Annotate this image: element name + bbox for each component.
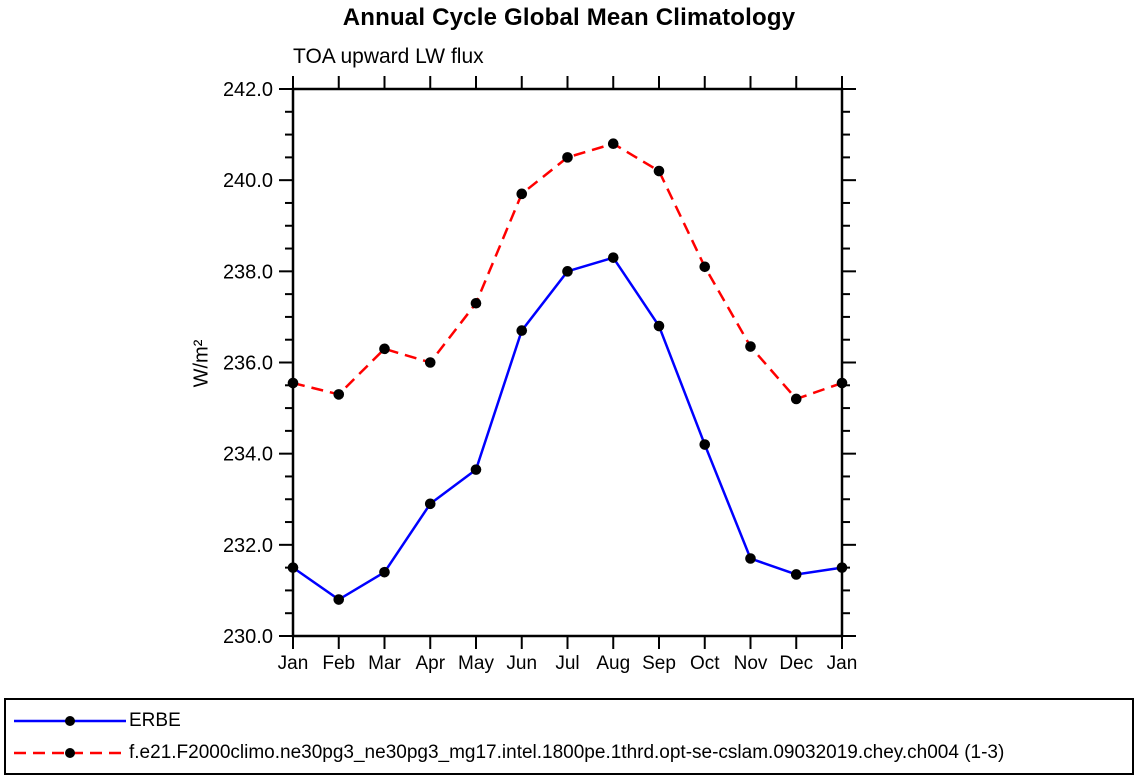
legend-sample-marker — [65, 715, 75, 726]
plot-frame — [291, 87, 844, 638]
data-point — [470, 297, 482, 309]
x-tick-label: Jan — [827, 653, 858, 674]
data-point — [607, 252, 619, 263]
data-point — [745, 341, 756, 352]
data-point — [516, 188, 528, 200]
data-point — [562, 152, 573, 163]
x-tick-label: Sep — [642, 653, 676, 674]
legend: ERBE f.e21.F2000climo.ne30pg3_ne30pg3_mg… — [4, 698, 1134, 775]
legend-line-sample-solid — [14, 715, 126, 726]
legend-line-sample-dashed — [14, 747, 126, 758]
y-tick-label: 240.0 — [223, 170, 273, 192]
data-point — [790, 569, 802, 580]
data-point — [424, 357, 436, 368]
legend-entry-erbe: ERBE — [14, 709, 1132, 733]
series-line-0 — [292, 256, 843, 602]
chart-subtitle: TOA upward LW flux — [293, 45, 484, 68]
y-tick-label: 242.0 — [223, 79, 273, 101]
data-point — [836, 377, 848, 389]
x-tick-label: Oct — [690, 653, 720, 674]
data-point — [836, 562, 848, 573]
y-tick-label: 234.0 — [223, 444, 273, 466]
data-point — [745, 553, 756, 564]
x-tick-label: Apr — [415, 653, 445, 674]
data-point — [653, 165, 665, 177]
data-point — [699, 439, 711, 450]
legend-label: ERBE — [129, 709, 181, 731]
data-point — [424, 498, 436, 510]
x-tick-label: Dec — [779, 653, 813, 674]
data-point — [699, 261, 711, 273]
data-point — [333, 389, 345, 400]
data-point — [287, 562, 299, 573]
data-point — [516, 325, 528, 336]
data-point — [333, 594, 345, 605]
legend-entry-model: f.e21.F2000climo.ne30pg3_ne30pg3_mg17.in… — [14, 741, 1132, 765]
x-tick-label: Jun — [506, 653, 537, 674]
legend-sample-marker — [65, 747, 75, 758]
data-point — [607, 138, 619, 149]
data-point — [470, 464, 482, 475]
x-tick-label: Mar — [368, 653, 401, 674]
data-point — [379, 343, 390, 355]
x-tick-label: Jul — [555, 653, 579, 674]
x-tick-label: Nov — [734, 653, 768, 674]
chart-title: Annual Cycle Global Mean Climatology — [342, 4, 796, 31]
x-tick-label: Jan — [278, 653, 309, 674]
y-tick-label: 230.0 — [223, 626, 273, 648]
data-point — [379, 566, 390, 578]
x-tick-label: Aug — [596, 653, 630, 674]
legend-label: f.e21.F2000climo.ne30pg3_ne30pg3_mg17.in… — [129, 741, 1005, 763]
data-point — [790, 393, 802, 405]
y-tick-label: 238.0 — [223, 261, 273, 283]
y-tick-label: 236.0 — [223, 353, 273, 375]
x-tick-label: May — [458, 653, 494, 674]
x-tick-label: Feb — [322, 653, 355, 674]
data-point — [653, 320, 665, 332]
chart-canvas: 230.0 232.0 234.0 236.0 238.0 240.0 242.0 Jan Fe… — [223, 76, 858, 674]
y-tick-label: 232.0 — [223, 535, 273, 557]
data-point — [287, 377, 299, 389]
data-point — [562, 266, 573, 277]
